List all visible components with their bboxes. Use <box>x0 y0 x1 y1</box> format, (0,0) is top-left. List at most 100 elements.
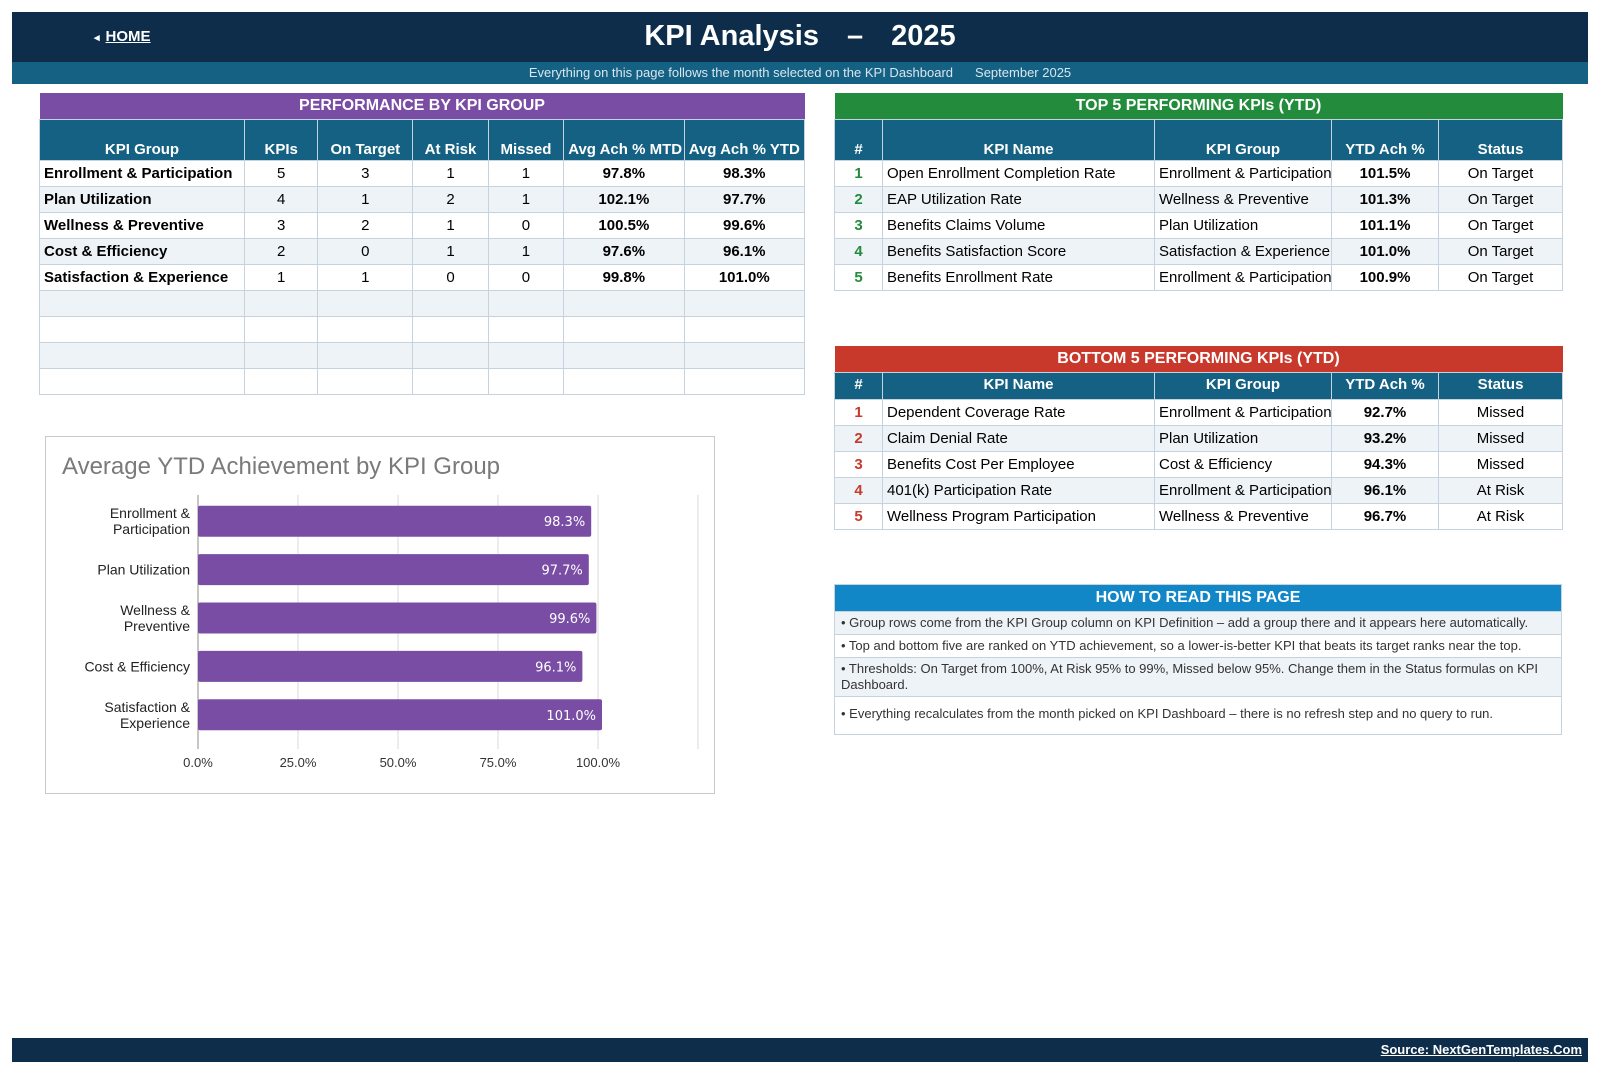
table-cell <box>39 315 245 343</box>
how-to-read-item: • Top and bottom five are ranked on YTD … <box>835 634 1561 657</box>
chart-title: Average YTD Achievement by KPI Group <box>62 453 501 480</box>
how-to-read-panel: HOW TO READ THIS PAGE • Group rows come … <box>834 584 1562 735</box>
performance-header-row: KPI Group KPIs On Target At Risk Missed Avg A… <box>39 118 806 161</box>
table-cell <box>243 367 319 395</box>
table-cell: Wellness & Preventive <box>39 211 245 239</box>
table-row: Plan Utilization 4 1 2 1 102.1% 97.7% <box>39 185 806 213</box>
selected-month: September 2025 <box>975 65 1072 80</box>
subtitle-text: Everything on this page follows the mont… <box>528 65 954 80</box>
table-cell: 98.3% <box>683 159 806 187</box>
table-cell: On Target <box>1438 263 1563 291</box>
table-cell: 2 <box>834 185 883 213</box>
home-link[interactable]: ◂ HOME <box>94 28 151 45</box>
header-bar: ◂ HOME KPI Analysis –2025 <box>12 12 1588 62</box>
top5-caption: TOP 5 PERFORMING KPIs (YTD) <box>834 93 1563 119</box>
column-header: # <box>834 118 883 161</box>
how-to-read-list: • Group rows come from the KPI Group col… <box>835 611 1561 734</box>
table-cell: Plan Utilization <box>39 185 245 213</box>
ytd-achievement-chart: Average YTD Achievement by KPI Group 0.0… <box>45 436 715 794</box>
column-header: On Target <box>317 118 414 161</box>
table-row: Enrollment & Participation 5 3 1 1 97.8% 98.3% <box>39 159 806 187</box>
page-title-text: KPI Analysis <box>644 20 819 52</box>
table-cell: Missed <box>1438 450 1563 478</box>
table-row: 1 Open Enrollment Completion Rate Enrollme… <box>834 159 1563 187</box>
table-cell <box>317 289 414 317</box>
bar-value-label: 98.3% <box>544 515 585 530</box>
table-cell: 99.8% <box>563 263 685 291</box>
table-cell: 101.0% <box>683 263 806 291</box>
category-label: Wellness & <box>120 602 190 618</box>
column-header: Avg Ach % MTD <box>563 118 685 161</box>
column-header: YTD Ach % <box>1331 118 1439 161</box>
performance-body: Enrollment & Participation 5 3 1 1 97.8% 98.3%… <box>39 159 806 395</box>
triangle-left-icon: ◂ <box>94 32 100 44</box>
table-cell: 2 <box>412 185 489 213</box>
top5-header-row: # KPI Name KPI Group YTD Ach % Status <box>834 118 1563 161</box>
table-cell <box>412 341 489 369</box>
table-cell: 2 <box>243 237 319 265</box>
table-cell: Enrollment & Participation <box>39 159 245 187</box>
table-row: 4 401(k) Participation Rate Enrollment & P… <box>834 476 1563 504</box>
table-cell: At Risk <box>1438 502 1563 530</box>
table-cell: 1 <box>834 398 883 426</box>
table-cell: Wellness & Preventive <box>1154 502 1332 530</box>
bar-value-label: 99.6% <box>549 612 590 627</box>
table-row <box>39 289 806 317</box>
column-header: KPIs <box>243 118 319 161</box>
table-cell: Plan Utilization <box>1154 211 1332 239</box>
bottom5-table: BOTTOM 5 PERFORMING KPIs (YTD) # KPI Name… <box>834 346 1563 530</box>
x-tick-label: 75.0% <box>480 755 517 770</box>
column-header: Status <box>1438 118 1563 161</box>
table-cell: 101.3% <box>1331 185 1439 213</box>
table-row: 2 EAP Utilization Rate Wellness & Preventi… <box>834 185 1563 213</box>
table-cell: 5 <box>834 263 883 291</box>
table-cell <box>317 315 414 343</box>
column-header: Missed <box>487 118 565 161</box>
table-cell <box>317 341 414 369</box>
table-cell <box>243 315 319 343</box>
table-row: Cost & Efficiency 2 0 1 1 97.6% 96.1% <box>39 237 806 265</box>
table-cell: 0 <box>317 237 414 265</box>
table-cell: Enrollment & Participation <box>1154 263 1332 291</box>
table-cell: 3 <box>834 450 883 478</box>
table-cell: Wellness Program Participation <box>882 502 1155 530</box>
category-label: Preventive <box>124 618 190 634</box>
bar <box>198 699 602 731</box>
table-row <box>39 315 806 343</box>
table-cell <box>683 289 806 317</box>
table-cell: Enrollment & Participation <box>1154 398 1332 426</box>
table-row <box>39 341 806 369</box>
table-cell: On Target <box>1438 211 1563 239</box>
x-tick-label: 50.0% <box>380 755 417 770</box>
footer-bar: Source: NextGenTemplates.Com <box>12 1038 1588 1062</box>
table-cell: Cost & Efficiency <box>1154 450 1332 478</box>
category-label: Experience <box>120 715 190 731</box>
bar <box>198 602 597 634</box>
subtitle-bar: Everything on this page follows the mont… <box>12 62 1588 84</box>
table-cell: 1 <box>487 159 565 187</box>
table-cell: Benefits Satisfaction Score <box>882 237 1155 265</box>
table-cell: Satisfaction & Experience <box>39 263 245 291</box>
table-cell <box>243 289 319 317</box>
table-row: 5 Benefits Enrollment Rate Enrollment & Pa… <box>834 263 1563 291</box>
table-cell: 1 <box>243 263 319 291</box>
table-cell: 1 <box>317 185 414 213</box>
category-label: Enrollment & <box>110 505 191 521</box>
table-cell: 97.8% <box>563 159 685 187</box>
table-cell: 1 <box>412 237 489 265</box>
source-link[interactable]: Source: NextGenTemplates.Com <box>1380 1042 1582 1057</box>
table-cell: 99.6% <box>683 211 806 239</box>
table-cell: 0 <box>487 211 565 239</box>
column-header: At Risk <box>412 118 489 161</box>
bar <box>198 505 592 537</box>
column-header: KPI Group <box>1154 371 1332 400</box>
top5-table: TOP 5 PERFORMING KPIs (YTD) # KPI Name KPI… <box>834 93 1563 291</box>
table-row <box>39 367 806 395</box>
table-cell <box>563 341 685 369</box>
table-cell: Missed <box>1438 424 1563 452</box>
table-cell <box>563 315 685 343</box>
table-row: Satisfaction & Experience 1 1 0 0 99.8% 101.0% <box>39 263 806 291</box>
table-cell: Enrollment & Participation <box>1154 476 1332 504</box>
table-cell: On Target <box>1438 185 1563 213</box>
top5-body: 1 Open Enrollment Completion Rate Enrollme… <box>834 159 1563 291</box>
